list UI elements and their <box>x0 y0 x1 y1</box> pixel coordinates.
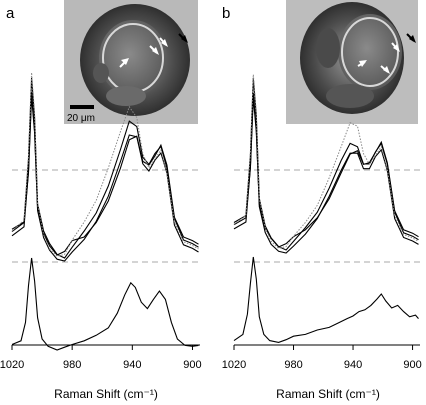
panel-letter-b: b <box>222 5 230 22</box>
x-tick-label: 900 <box>403 359 421 371</box>
micrograph-inset-a: 20 μm <box>64 0 198 124</box>
x-tick-label: 980 <box>284 359 302 371</box>
x-ticks-a: 1020 980 940 900 <box>0 345 202 371</box>
x-tick-label: 940 <box>123 359 141 371</box>
panel-letter-a: a <box>6 5 15 22</box>
spectra-group-b <box>233 74 419 343</box>
upper-spectrum-line <box>11 96 199 256</box>
upper-spectrum-line <box>233 97 419 248</box>
arrow-icon <box>357 60 367 67</box>
panel-a: a 20 μm 1020 980 940 900 Raman Shift (cm⁻¹) <box>0 0 202 401</box>
x-axis-title-b: Raman Shift (cm⁻¹) <box>276 387 380 401</box>
spectra-group-a <box>11 72 199 351</box>
x-tick-label: 940 <box>344 359 362 371</box>
x-axis-title-a: Raman Shift (cm⁻¹) <box>54 387 158 401</box>
x-ticks-b: 1020 980 940 900 <box>222 345 422 371</box>
scale-bar-label: 20 μm <box>67 113 95 124</box>
arrow-icon <box>149 45 159 55</box>
x-tick-label: 1020 <box>222 359 246 371</box>
arrow-icon <box>159 37 168 47</box>
arrow-icon <box>380 65 390 74</box>
upper-spectrum-line <box>11 72 199 257</box>
x-tick-label: 1020 <box>0 359 24 371</box>
upper-spectrum-line <box>233 74 419 249</box>
lower-spectrum-line <box>233 256 419 343</box>
arrow-icon <box>391 42 400 52</box>
arrow-icon <box>119 58 129 68</box>
x-tick-label: 900 <box>183 359 201 371</box>
micrograph-inset-b <box>286 0 418 124</box>
arrow-icon <box>178 33 188 43</box>
panel-b: b 1020 980 940 900 Raman Shift (cm⁻¹) <box>222 0 422 401</box>
x-tick-label: 980 <box>63 359 81 371</box>
lower-spectrum-line <box>11 257 199 351</box>
arrow-icon <box>406 33 416 43</box>
scale-bar <box>70 105 94 109</box>
